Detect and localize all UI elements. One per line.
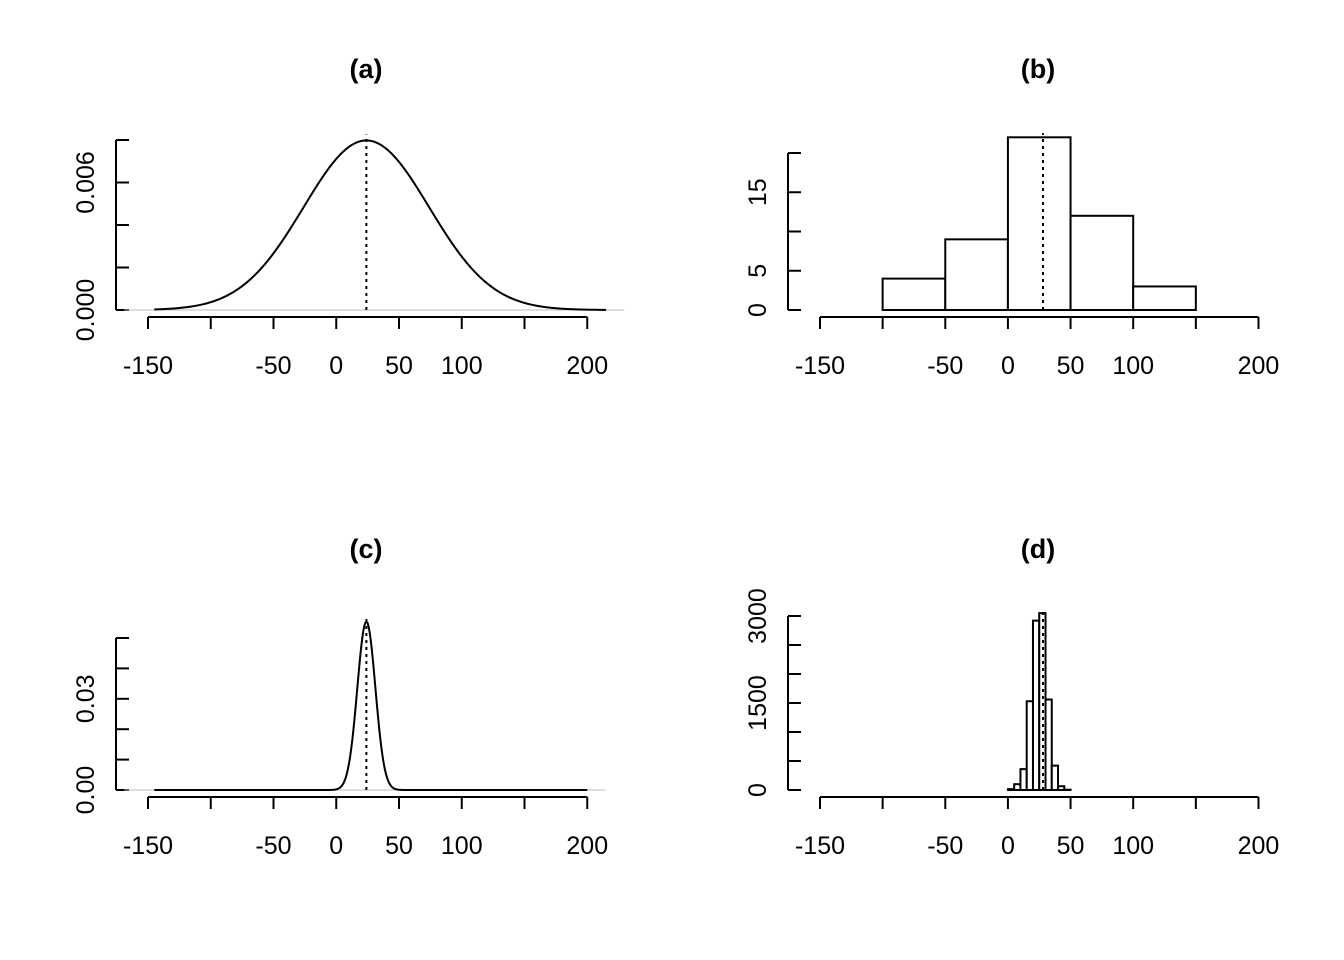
y-tick-label: 5	[744, 264, 772, 278]
x-tick-label: 50	[385, 352, 413, 380]
histogram-bar	[1069, 214, 1135, 311]
panel-title: (c)	[350, 534, 383, 564]
histogram-bar	[1006, 136, 1072, 311]
x-tick-label: -150	[795, 832, 845, 860]
y-tick-label: 0	[744, 303, 772, 317]
y-tick-label: 0.006	[72, 151, 100, 214]
x-tick-label: -50	[927, 352, 963, 380]
y-tick-label: 0.000	[72, 279, 100, 342]
x-tick-label: -150	[123, 832, 173, 860]
x-tick-label: 0	[329, 832, 343, 860]
histogram-bar	[1057, 785, 1066, 791]
panel-title: (a)	[350, 54, 383, 84]
x-tick-label: 200	[566, 832, 608, 860]
x-tick-label: 200	[1238, 832, 1280, 860]
histogram-bar	[944, 238, 1009, 312]
x-tick-label: 200	[1238, 352, 1280, 380]
panel-title: (b)	[1021, 54, 1055, 84]
x-tick-label: 200	[566, 352, 608, 380]
x-tick-label: 0	[329, 352, 343, 380]
x-tick-label: 100	[441, 832, 483, 860]
x-tick-label: 100	[441, 352, 483, 380]
x-tick-label: -50	[255, 832, 291, 860]
x-tick-label: 0	[1001, 352, 1015, 380]
histogram-bar	[881, 277, 947, 312]
y-tick-label: 15	[744, 178, 772, 206]
histogram-bar	[1050, 764, 1060, 792]
density-curve	[154, 139, 607, 311]
density-curve	[154, 620, 588, 791]
histogram-bar	[1044, 698, 1053, 792]
x-tick-label: 50	[385, 832, 413, 860]
x-tick-label: -150	[795, 352, 845, 380]
histogram-bar	[1132, 285, 1197, 312]
panel-a: (a) -150 -50 0 50 100 200 0.000 0.006	[72, 54, 625, 380]
x-tick-label: -50	[255, 352, 291, 380]
panel-b: (b) -150 -50 0 50 100 200 0 5 15	[744, 54, 1279, 380]
x-tick-label: -150	[123, 352, 173, 380]
y-tick-label: 3000	[744, 588, 772, 644]
x-tick-label: 0	[1001, 832, 1015, 860]
x-tick-label: -50	[927, 832, 963, 860]
y-tick-label: 0.00	[72, 766, 100, 815]
panel-d: (d) -150 -50 0 50 100 200 0 1500 3000	[744, 534, 1279, 860]
x-tick-label: 50	[1057, 832, 1085, 860]
panel-title: (d)	[1021, 534, 1055, 564]
x-tick-label: 100	[1112, 832, 1154, 860]
x-tick-label: 100	[1112, 352, 1154, 380]
panel-c: (c) -150 -50 0 50 100 200 0.00 0.03	[72, 534, 608, 860]
y-tick-label: 0.03	[72, 674, 100, 723]
x-tick-label: 50	[1057, 352, 1085, 380]
y-tick-label: 1500	[744, 675, 772, 731]
y-tick-label: 0	[744, 783, 772, 797]
